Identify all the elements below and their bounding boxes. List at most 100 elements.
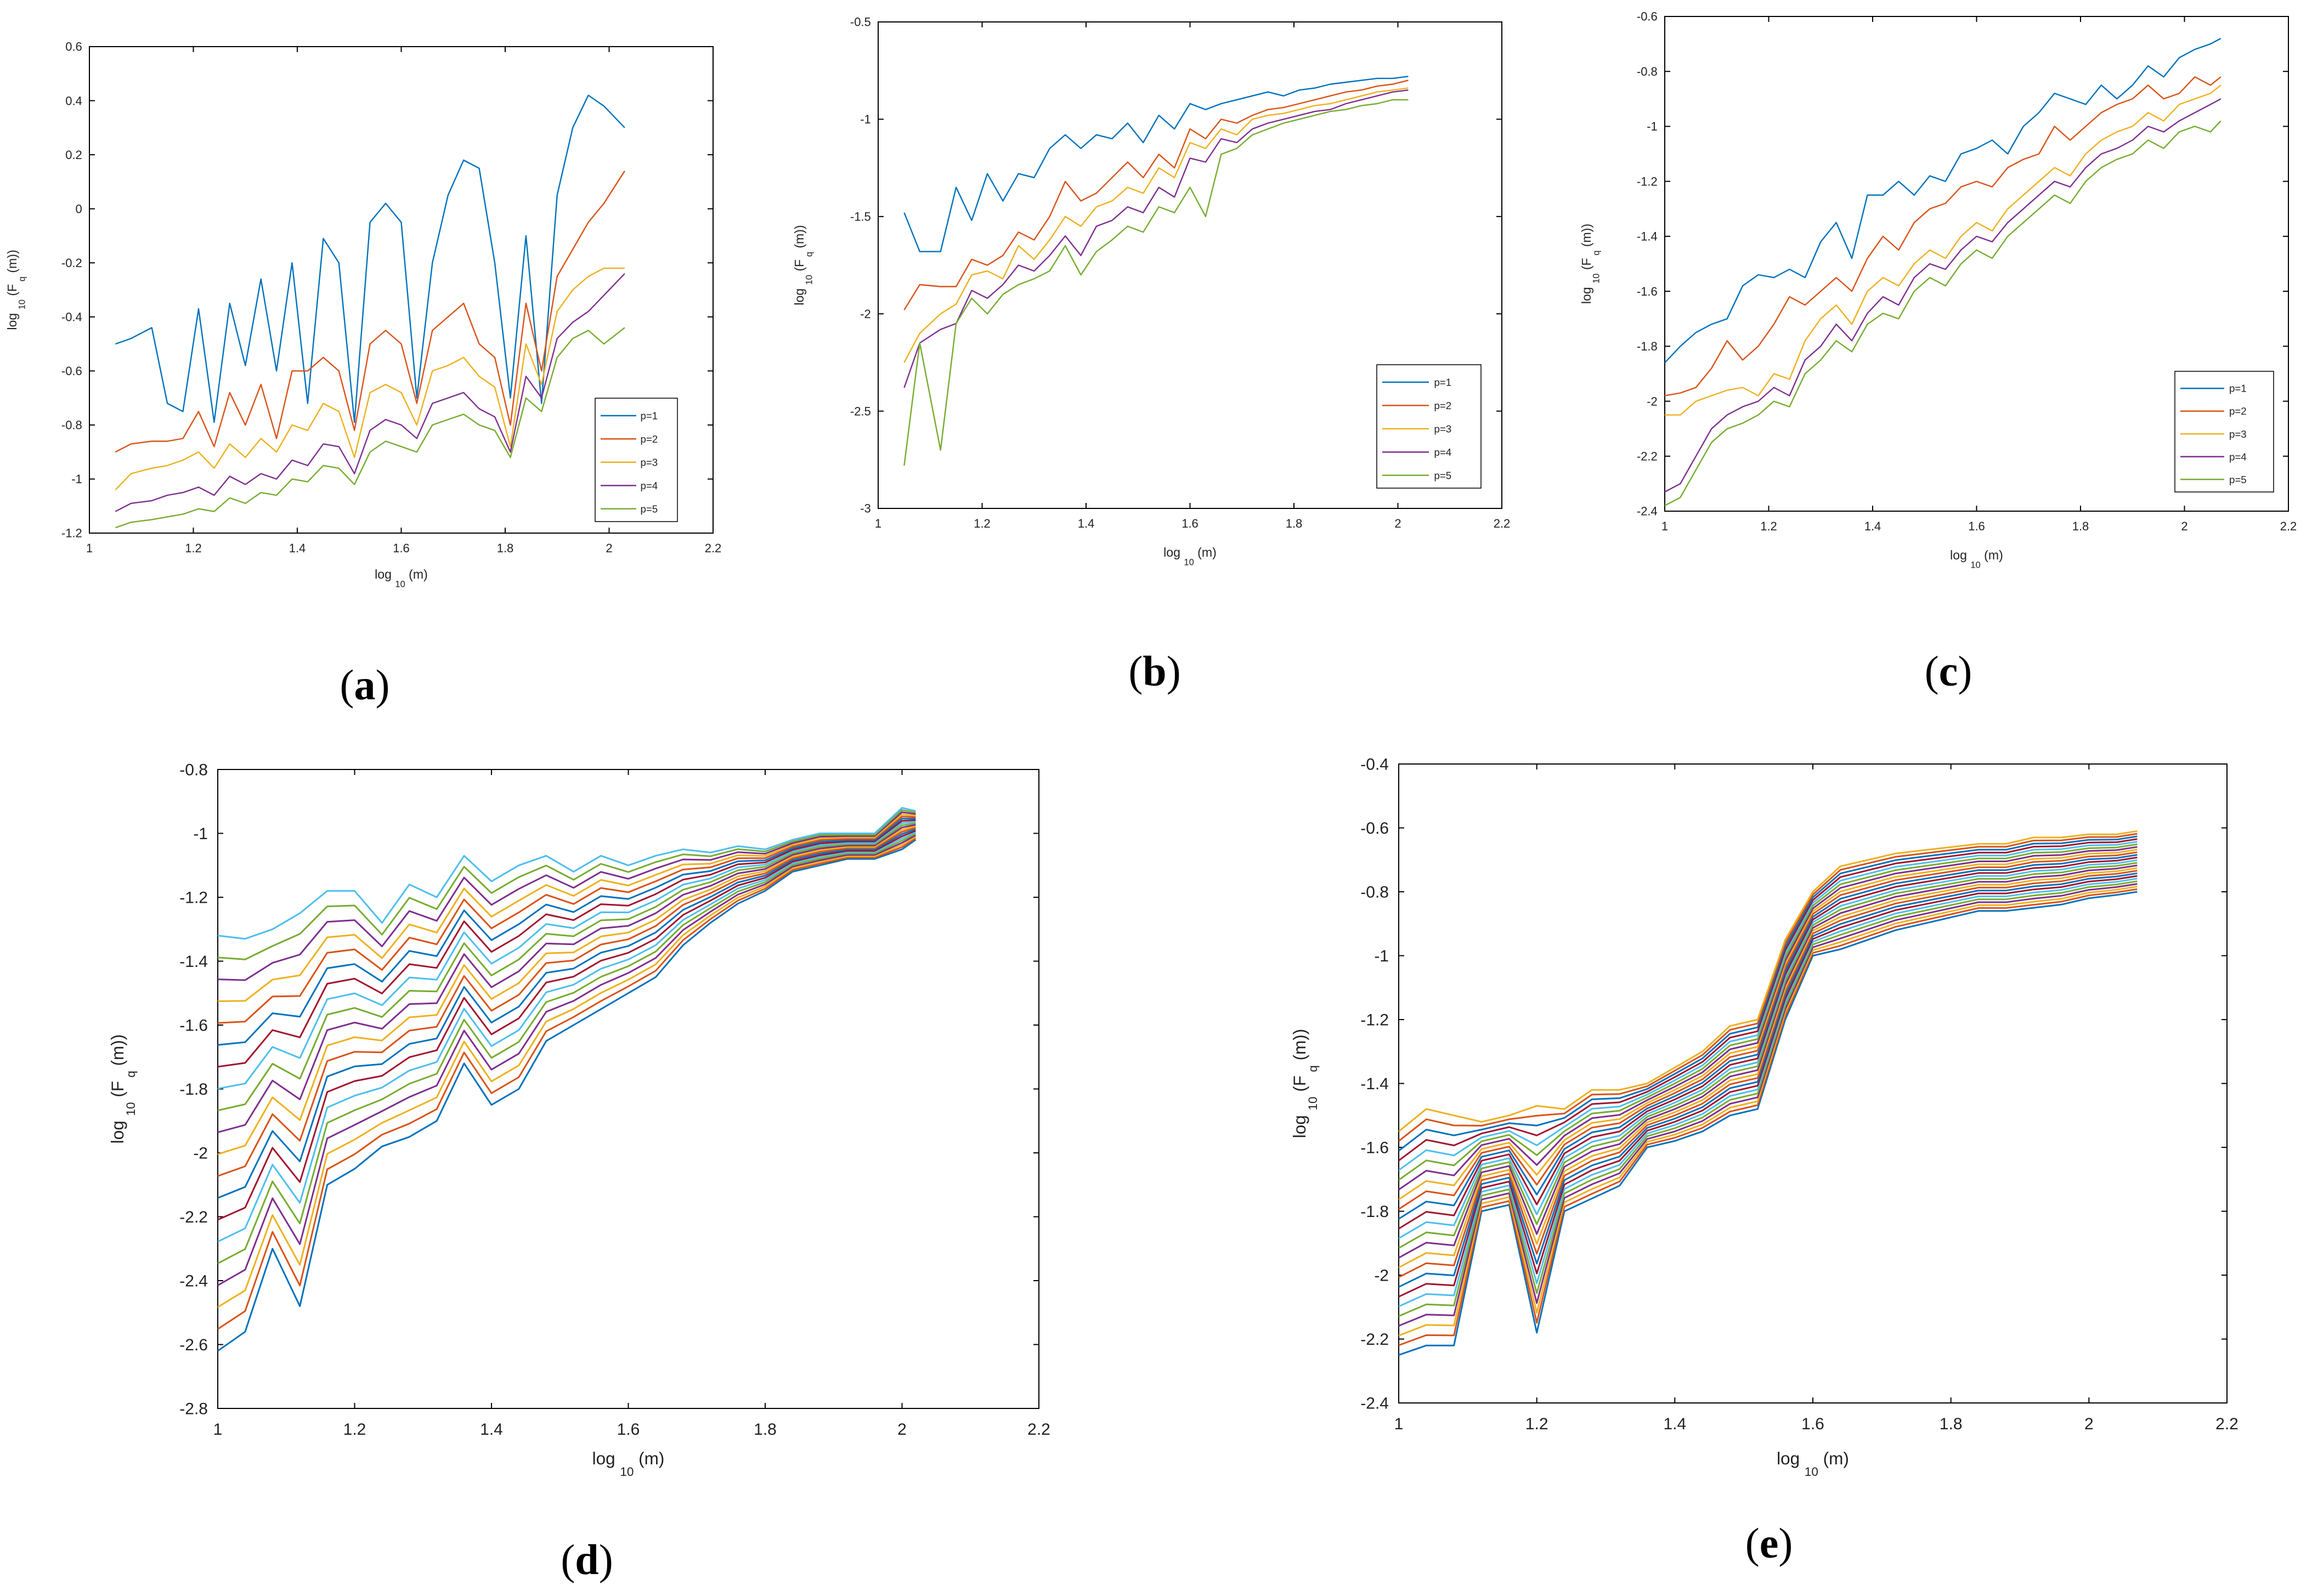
x-tick-label: 2 — [897, 1420, 907, 1439]
x-tick-label: 2 — [2084, 1415, 2094, 1433]
y-tick-label: -1.8 — [1360, 1203, 1389, 1221]
legend-label: p=1 — [641, 410, 658, 421]
series-line-14 — [1399, 856, 2138, 1230]
series-line-19 — [1399, 843, 2138, 1181]
y-tick-label: -1.2 — [61, 527, 82, 540]
series-line-p=2 — [903, 80, 1409, 310]
y-tick-label: -1 — [860, 112, 871, 126]
series-line-17 — [218, 813, 916, 1002]
y-tick-label: -0.4 — [1360, 756, 1389, 774]
series-line-9 — [1399, 870, 2138, 1278]
legend-label: p=3 — [2229, 428, 2247, 440]
legend-label: p=2 — [641, 433, 658, 445]
y-tick-label: -2.6 — [179, 1336, 208, 1354]
series-line-p=3 — [903, 87, 1409, 363]
series-line-5 — [218, 833, 917, 1265]
y-tick-label: 0.6 — [65, 40, 82, 54]
legend-label: p=1 — [2229, 383, 2247, 394]
y-tick-label: -1 — [1647, 120, 1658, 133]
y-tick-label: -0.8 — [1360, 884, 1389, 902]
series-line-6 — [1399, 878, 2138, 1308]
y-axis-label: log 10 (F q (m)) — [5, 250, 27, 330]
x-tick-label: 1.4 — [289, 541, 306, 555]
series-line-1 — [1399, 891, 2138, 1356]
series-line-p=4 — [903, 89, 1409, 388]
x-tick-label: 1.2 — [343, 1420, 366, 1439]
series-line-12 — [1399, 862, 2138, 1249]
series-line-7 — [218, 830, 916, 1221]
y-tick-label: -2 — [1647, 394, 1658, 408]
y-tick-label: -0.4 — [61, 310, 82, 324]
y-tick-label: -2.4 — [1360, 1395, 1389, 1413]
x-tick-label: 1 — [213, 1420, 223, 1439]
x-tick-label: 1.8 — [497, 541, 514, 555]
series-line-5 — [1399, 880, 2138, 1317]
y-tick-label: -2.2 — [179, 1208, 208, 1226]
y-tick-label: -1.2 — [1637, 174, 1658, 188]
x-tick-label: 1.2 — [1760, 519, 1777, 533]
series-line-10 — [1399, 867, 2138, 1269]
y-tick-label: -0.6 — [61, 364, 82, 378]
y-tick-label: -1.6 — [179, 1017, 208, 1035]
y-tick-label: -1.6 — [1360, 1139, 1389, 1157]
legend-label: p=3 — [641, 456, 658, 468]
chart-b: 1 1.2 1.4 1.6 1.8 2 2.2 -3 -2.5 -2 -1.5 -1 -0.5 log 1… — [792, 15, 1510, 695]
y-tick-label: -2.2 — [1637, 449, 1658, 463]
series-line-18 — [1399, 846, 2138, 1191]
panel-caption-b: (b) — [1128, 647, 1180, 695]
y-tick-label: -2.2 — [1360, 1331, 1389, 1349]
y-tick-label: -0.6 — [1637, 10, 1658, 24]
y-tick-label: -1 — [71, 472, 82, 486]
x-axis-label: log 10 (m) — [1163, 545, 1217, 567]
y-tick-label: 0.2 — [65, 148, 82, 162]
x-tick-label: 2.2 — [1494, 517, 1511, 530]
series-line-p=5 — [1665, 120, 2221, 507]
series-line-p=4 — [115, 273, 625, 512]
y-tick-label: -2 — [193, 1145, 208, 1163]
x-axis-label: log 10 (m) — [1777, 1448, 1849, 1479]
series-line-p=1 — [903, 76, 1409, 252]
panels-container: 1 1.2 1.4 1.6 1.8 2 2.2 -1.2 -1 -0.8 -0.6 -0.4 -0.2 0… — [5, 10, 2297, 1583]
y-tick-label: -1.4 — [1637, 230, 1658, 244]
y-tick-label: -2 — [860, 307, 871, 321]
chart-e: 1 1.2 1.4 1.6 1.8 2 2.2 -2.4 -2.2 -2 -1.8 -1.6 -1.4 -… — [1290, 756, 2238, 1567]
series-group-b — [903, 76, 1409, 466]
y-tick-label: -0.6 — [1360, 819, 1389, 837]
series-group-e — [1399, 830, 2138, 1356]
legend-label: p=5 — [641, 503, 658, 514]
series-line-2 — [1399, 888, 2138, 1346]
x-axis-label: log 10 (m) — [592, 1448, 665, 1479]
legend-box — [1376, 364, 1482, 489]
series-line-9 — [218, 827, 916, 1177]
x-tick-label: 1.8 — [2072, 519, 2089, 533]
series-line-11 — [1399, 864, 2138, 1259]
y-tick-label: -1 — [193, 825, 208, 843]
y-axis-label: log 10 (F q (m)) — [1579, 224, 1601, 304]
series-line-3 — [1399, 885, 2138, 1337]
x-tick-label: 2 — [2181, 519, 2187, 533]
series-group-c — [1665, 38, 2221, 507]
series-line-p=1 — [1665, 38, 2221, 364]
x-tick-label: 2 — [606, 541, 612, 555]
legend-label: p=3 — [1434, 423, 1452, 434]
series-line-17 — [1399, 848, 2138, 1201]
y-tick-label: -2.8 — [179, 1400, 208, 1418]
series-line-p=5 — [903, 99, 1409, 466]
x-tick-label: 1.8 — [754, 1420, 777, 1439]
legend-label: p=4 — [1434, 446, 1452, 458]
y-tick-label: -0.8 — [179, 761, 208, 779]
y-tick-label: -0.5 — [850, 15, 871, 29]
x-tick-label: 1.6 — [617, 1420, 640, 1439]
series-line-14 — [218, 819, 916, 1068]
x-tick-label: 1.6 — [393, 541, 410, 555]
plot-area-d — [217, 769, 1039, 1409]
panel-caption-c: (c) — [1925, 647, 1972, 695]
series-line-8 — [218, 828, 916, 1199]
y-tick-label: 0.4 — [65, 94, 82, 107]
x-tick-label: 2 — [1394, 517, 1401, 530]
series-line-p=3 — [115, 267, 625, 491]
x-tick-label: 1.8 — [1286, 517, 1303, 530]
x-tick-label: 1.4 — [1663, 1415, 1686, 1433]
chart-c: 1 1.2 1.4 1.6 1.8 2 2.2 -2.4 -2.2 -2 -1.8 -1.6 -1.4 -… — [1579, 10, 2297, 695]
x-tick-label: 1.8 — [1940, 1415, 1963, 1433]
